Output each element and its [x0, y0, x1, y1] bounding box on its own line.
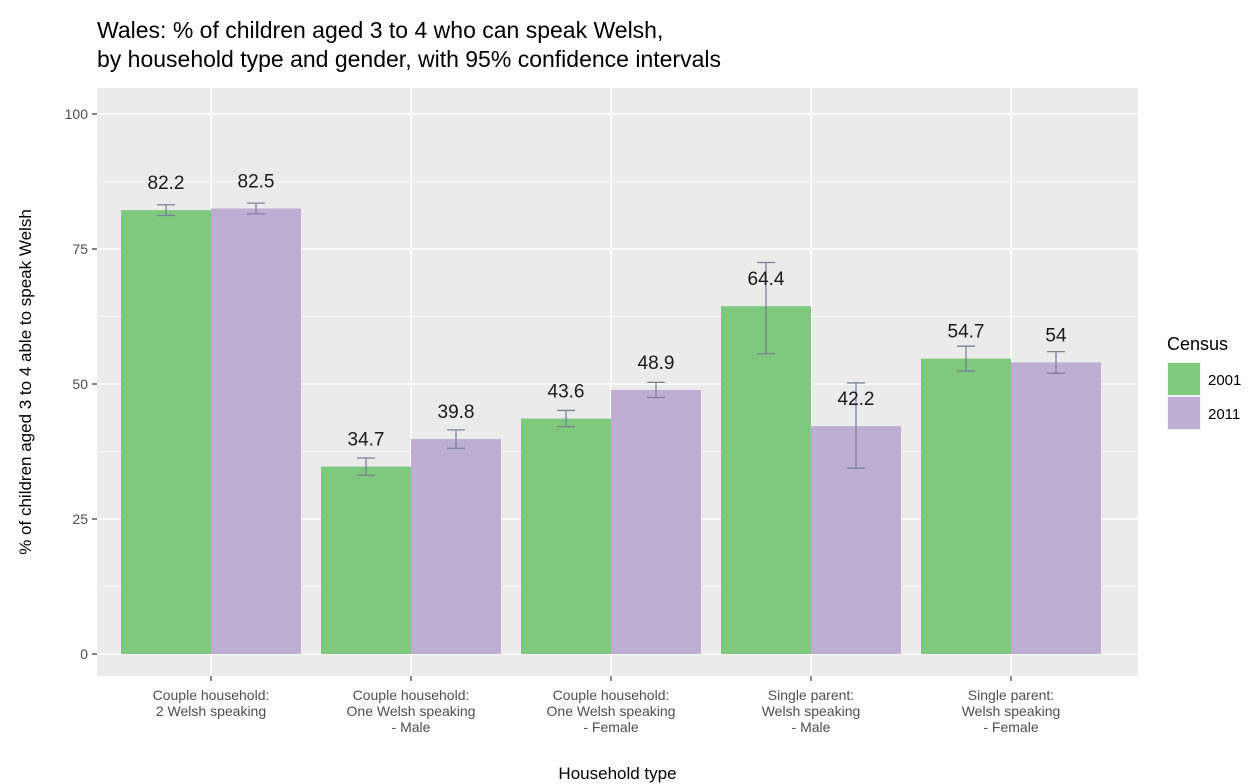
data-label-2011-5: 54 [1045, 325, 1067, 346]
data-label-2011-3: 48.9 [638, 353, 675, 374]
legend-title: Census [1167, 334, 1228, 354]
legend: Census 2001 2011 [1167, 334, 1241, 430]
error-bar-2011-4 [847, 382, 865, 469]
error-bars [157, 202, 1065, 476]
x-tick-label: One Welsh speaking [547, 703, 676, 719]
data-label-2011-1: 82.5 [238, 172, 275, 193]
x-tick-label: Single parent: [768, 687, 854, 703]
legend-key-2011 [1168, 397, 1200, 429]
bar-2001-3 [521, 418, 611, 654]
data-label-2011-2: 39.8 [438, 402, 475, 423]
error-bar-2001-1 [157, 204, 175, 217]
bar-2011-2 [411, 439, 501, 654]
bar-2011-1 [211, 208, 301, 654]
chart-title-line: Wales: % of children aged 3 to 4 who can… [97, 17, 663, 43]
x-axis-title: Household type [558, 764, 676, 783]
bar-2001-2 [321, 466, 411, 654]
error-bar-2001-5 [957, 345, 975, 372]
error-bar-2001-4 [757, 261, 775, 355]
bar-2011-3 [611, 389, 701, 654]
data-labels: 82.2 34.7 43.6 64.4 54.7 82.5 39.8 48.9 42.2 54 [148, 172, 1067, 451]
legend-label-2001: 2001 [1208, 372, 1241, 389]
data-label-2001-3: 43.6 [548, 382, 585, 403]
x-axis-ticks: Couple household:2 Welsh speakingCouple … [153, 676, 1061, 735]
y-tick-label: 0 [80, 646, 88, 662]
chart-title: Wales: % of children aged 3 to 4 who can… [97, 17, 721, 72]
bars [121, 208, 1101, 654]
x-tick-label: One Welsh speaking [347, 703, 476, 719]
bar-2011-5 [1011, 362, 1101, 654]
error-bar-2011-3 [647, 381, 665, 399]
data-label-2001-2: 34.7 [348, 430, 385, 451]
x-tick-label: - Male [792, 719, 831, 735]
y-tick-label: 50 [72, 376, 88, 392]
error-bar-2011-2 [447, 429, 465, 449]
error-bar-2001-2 [357, 457, 375, 476]
bar-2001-4 [721, 306, 811, 654]
legend-key-2001 [1168, 363, 1200, 395]
data-label-2001-5: 54.7 [948, 322, 985, 343]
legend-label-2011: 2011 [1208, 406, 1240, 423]
chart-title-line: by household type and gender, with 95% c… [97, 46, 721, 72]
error-bar-2001-3 [557, 409, 575, 428]
y-axis-title: % of children aged 3 to 4 able to speak … [16, 209, 35, 555]
x-tick-label: Couple household: [153, 687, 270, 703]
error-bar-2011-5 [1047, 350, 1065, 374]
x-tick-label: - Female [583, 719, 638, 735]
error-bar-2011-1 [247, 202, 265, 215]
y-tick-label: 25 [72, 511, 88, 527]
x-tick-label: - Male [392, 719, 431, 735]
x-tick-label: Welsh speaking [762, 703, 861, 719]
data-label-2001-1: 82.2 [148, 173, 185, 194]
bar-2001-5 [921, 358, 1011, 654]
x-tick-label: Single parent: [968, 687, 1054, 703]
data-label-2011-4: 42.2 [838, 389, 875, 410]
x-tick-label: - Female [983, 719, 1038, 735]
x-tick-label: 2 Welsh speaking [156, 703, 266, 719]
x-tick-label: Couple household: [353, 687, 470, 703]
y-tick-label: 75 [72, 241, 88, 257]
y-axis-ticks: 0 25 50 75 100 [65, 106, 97, 662]
x-tick-label: Welsh speaking [962, 703, 1061, 719]
bar-2001-1 [121, 210, 211, 654]
x-tick-label: Couple household: [553, 687, 670, 703]
data-label-2001-4: 64.4 [748, 269, 785, 290]
y-tick-label: 100 [65, 106, 89, 122]
